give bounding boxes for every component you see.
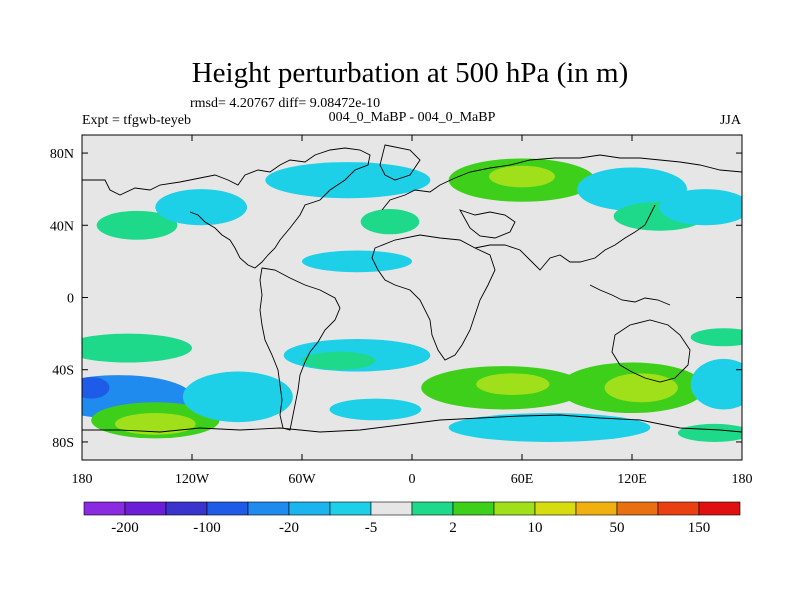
colorbar: -200 -100 -20 -5 2 10 50 150	[83, 501, 741, 536]
field-anomaly-22	[604, 373, 678, 403]
y-tick-label-3: 40S	[52, 364, 74, 379]
coast-antarctica	[82, 414, 742, 433]
season-label: JJA	[720, 113, 742, 128]
coast-south-asia	[474, 204, 656, 271]
field-anomaly-4	[302, 250, 412, 273]
y-tick-label-2: 0	[67, 292, 74, 307]
comparison-label: 004_0_MaBP - 004_0_MaBP	[329, 110, 496, 125]
colorbar-label-7: 150	[688, 520, 711, 536]
colorbar-swatch-5	[288, 501, 331, 516]
x-tick-label-2: 60W	[288, 472, 316, 487]
colorbar-swatch-2	[165, 501, 208, 516]
colorbar-swatch-10	[493, 501, 536, 516]
perturbation-field	[82, 158, 742, 442]
field-anomaly-1	[155, 189, 247, 226]
field-anomaly-17	[302, 351, 376, 370]
field-anomaly-24	[690, 358, 742, 410]
colorbar-swatch-9	[452, 501, 495, 516]
y-tick-label-0: 80N	[50, 147, 74, 162]
coast-australia	[611, 319, 691, 383]
colorbar-label-0: -200	[111, 520, 139, 536]
colorbar-swatch-7	[370, 501, 413, 516]
coast-greenland	[379, 144, 421, 181]
field-anomaly-10	[82, 333, 192, 363]
x-tick-label-0: 180	[72, 472, 93, 487]
colorbar-swatch-8	[411, 501, 454, 516]
field-anomaly-18	[329, 398, 422, 421]
x-tick-label-1: 120W	[175, 472, 210, 487]
colorbar-swatch-6	[329, 501, 372, 516]
x-axis: 180 120W 60W 0 60E 120E 180	[72, 135, 753, 487]
stats-label: rmsd= 4.20767 diff= 9.08472e-10	[190, 96, 380, 111]
field-anomaly-25	[677, 423, 742, 442]
field-anomaly-9	[659, 189, 742, 226]
field-anomaly-15	[182, 371, 293, 423]
coast-north-america	[82, 147, 371, 269]
colorbar-swatch-12	[575, 501, 618, 516]
field-anomaly-23	[448, 413, 651, 442]
y-tick-label-1: 40N	[50, 219, 74, 234]
field-anomaly-7	[577, 167, 687, 211]
field-anomaly-12	[82, 376, 110, 399]
x-tick-label-4: 60E	[511, 472, 534, 487]
coast-africa	[371, 234, 496, 361]
colorbar-swatch-14	[657, 501, 700, 516]
coast-europe-asia	[381, 154, 742, 211]
colorbar-swatch-3	[206, 501, 249, 516]
coast-southeast-asia	[589, 284, 671, 306]
colorbar-label-4: 2	[449, 520, 457, 536]
experiment-label: Expt = tfgwb-teyeb	[82, 113, 191, 128]
y-axis: 80N 40N 0 40S 80S	[50, 147, 742, 451]
colorbar-swatch-1	[124, 501, 167, 516]
y-tick-label-4: 80S	[52, 436, 74, 451]
colorbar-label-2: -20	[279, 520, 299, 536]
field-anomaly-6	[489, 165, 555, 188]
field-anomaly-14	[115, 413, 196, 435]
field-anomaly-26	[690, 328, 742, 347]
x-tick-label-5: 120E	[617, 472, 647, 487]
x-tick-label-6: 180	[732, 472, 753, 487]
chart-title: Height perturbation at 500 hPa (in m)	[192, 57, 629, 89]
colorbar-label-3: -5	[365, 520, 378, 536]
field-anomaly-2	[265, 162, 431, 199]
coastlines	[82, 144, 742, 433]
coast-south-america	[259, 267, 341, 431]
field-anomaly-3	[360, 209, 420, 235]
coast-middle-east	[459, 209, 516, 239]
field-anomaly-0	[96, 210, 178, 240]
colorbar-label-1: -100	[193, 520, 221, 536]
colorbar-label-5: 10	[528, 520, 543, 536]
colorbar-swatch-15	[698, 501, 741, 516]
colorbar-swatch-4	[247, 501, 290, 516]
colorbar-swatch-13	[616, 501, 659, 516]
colorbar-label-6: 50	[610, 520, 625, 536]
x-tick-label-3: 0	[409, 472, 416, 487]
field-anomaly-20	[476, 373, 550, 395]
colorbar-swatch-0	[83, 501, 126, 516]
colorbar-swatch-11	[534, 501, 577, 516]
